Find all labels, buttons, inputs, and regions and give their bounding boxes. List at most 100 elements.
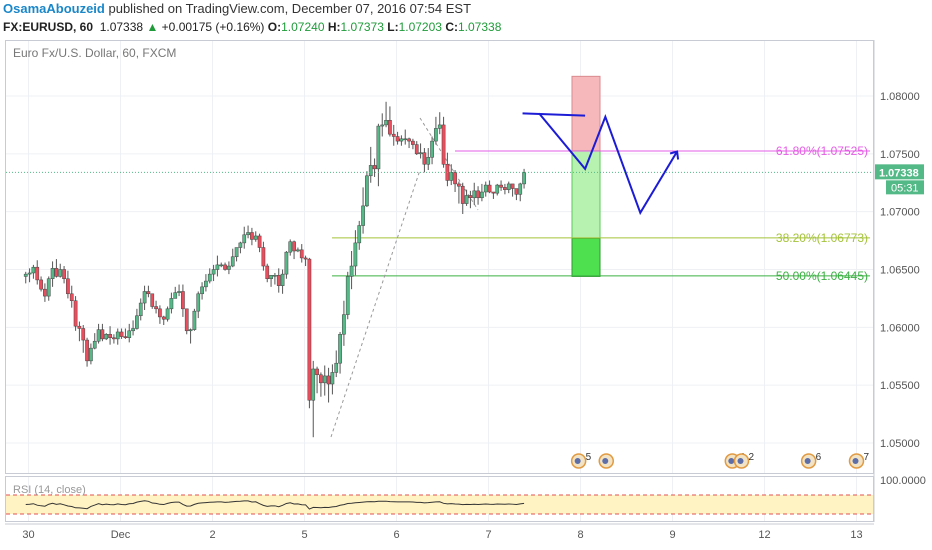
rsi-indicator <box>6 494 873 515</box>
fib-label: 61.80%(1.07525) <box>776 144 868 158</box>
candle-down <box>422 152 427 165</box>
candle-down <box>388 120 392 135</box>
candle-down <box>391 133 396 137</box>
event-flag-center-icon <box>804 458 811 464</box>
close-value: 1.07338 <box>457 20 502 34</box>
event-count: 5 <box>586 452 592 463</box>
published-text: published on TradingView.com, December 0… <box>108 1 472 16</box>
event-flag-center-icon <box>737 458 744 464</box>
candle-down <box>319 374 323 384</box>
rsi-label: RSI (14, close) <box>13 484 86 496</box>
candle-down <box>499 184 503 188</box>
candle-up <box>280 273 285 286</box>
candle-up <box>483 184 488 193</box>
candle-up <box>96 329 101 342</box>
candle-down <box>158 308 162 318</box>
price-tick-label: 1.05000 <box>880 438 920 450</box>
open-label: O: <box>267 20 282 34</box>
candle-up <box>334 362 339 373</box>
time-tick-label: 13 <box>850 529 862 541</box>
candle-down <box>491 191 496 194</box>
candle-down <box>62 269 66 280</box>
candle-up <box>92 340 97 349</box>
countdown-badge <box>886 180 924 195</box>
change-arrow-icon: ▲ <box>146 20 159 34</box>
candle-down <box>223 264 227 270</box>
event-flag-center-icon <box>602 458 609 464</box>
candlesticks <box>23 101 526 438</box>
candle-up <box>207 273 212 282</box>
candle-up <box>173 292 178 299</box>
high-value: 1.07373 <box>340 20 384 34</box>
candle-down <box>112 337 116 340</box>
candle-up <box>464 195 469 204</box>
candle-up <box>188 329 193 332</box>
candle-down <box>476 190 480 199</box>
candle-up <box>58 269 63 277</box>
symbol-label: FX:EURUSD, 60 <box>3 20 94 34</box>
candle-down <box>54 268 59 277</box>
economic-events[interactable]: 54267223 <box>570 452 932 469</box>
pattern-drawing[interactable] <box>522 112 680 216</box>
fibonacci-levels[interactable]: 61.80%(1.07525) 38.20%(1.06773) 50.00%(1.0… <box>330 117 870 438</box>
candle-up <box>338 334 342 364</box>
low-label: L: <box>387 20 399 34</box>
candle-up <box>403 138 408 141</box>
candle-down <box>154 306 158 310</box>
candle-down <box>181 291 185 310</box>
candle-up <box>472 190 477 199</box>
price-tick-label: 1.08000 <box>880 91 920 103</box>
candle-down <box>411 140 415 145</box>
candle-down <box>81 328 86 341</box>
price-tick-label: 1.06500 <box>880 265 920 277</box>
candle-down <box>276 275 281 286</box>
candle-up <box>376 125 381 170</box>
time-tick-label: 6 <box>393 529 399 541</box>
candle-up <box>23 273 28 277</box>
main-pane[interactable] <box>5 40 874 474</box>
rsi-tick-label: 100.0000 <box>880 475 926 487</box>
candle-up <box>349 265 354 277</box>
candle-down <box>100 329 105 340</box>
candle-up <box>330 372 335 385</box>
candle-up <box>234 247 239 258</box>
candle-up <box>368 165 373 177</box>
fib-trend-line <box>330 169 421 438</box>
price-tick-label: 1.06000 <box>880 322 920 334</box>
price-axis[interactable]: 1.08000 1.07500 1.07000 1.06500 1.06000 1.055… <box>6 91 926 487</box>
last-price: 1.07338 <box>99 20 144 34</box>
price-tick-label: 1.07500 <box>880 149 920 161</box>
candle-up <box>246 232 250 236</box>
author-link[interactable]: OsamaAbouzeid <box>3 1 105 16</box>
candle-up <box>353 242 358 267</box>
price-tick-label: 1.07000 <box>880 207 920 219</box>
time-tick-label: 30 <box>22 529 34 541</box>
candle-down <box>39 279 43 290</box>
candle-up <box>142 291 147 304</box>
candle-up <box>288 241 293 253</box>
candle-down <box>303 257 308 260</box>
candle-up <box>518 183 523 195</box>
candle-up <box>230 256 235 267</box>
chart-title: Euro Fx/U.S. Dollar, 60, FXCM <box>13 46 176 60</box>
candle-up <box>342 314 346 335</box>
candle-down <box>43 288 47 297</box>
candle-up <box>437 124 442 129</box>
candle-down <box>457 183 461 187</box>
position-box[interactable] <box>571 75 601 277</box>
candle-up <box>115 331 120 340</box>
fib-label: 50.00%(1.06445) <box>776 269 868 283</box>
candle-up <box>27 272 32 275</box>
price-tick-label: 1.05500 <box>880 380 920 392</box>
last-price-badge <box>875 164 924 180</box>
candle-down <box>261 247 266 267</box>
candle-down <box>468 195 473 199</box>
candle-up <box>238 242 243 248</box>
time-axis[interactable]: 30 Dec 2 5 6 7 8 9 12 13 <box>22 529 862 541</box>
candle-up <box>200 286 204 295</box>
candle-up <box>522 172 526 185</box>
candle-up <box>361 205 365 226</box>
arrow-head-icon <box>669 150 680 160</box>
candle-up <box>449 172 454 181</box>
